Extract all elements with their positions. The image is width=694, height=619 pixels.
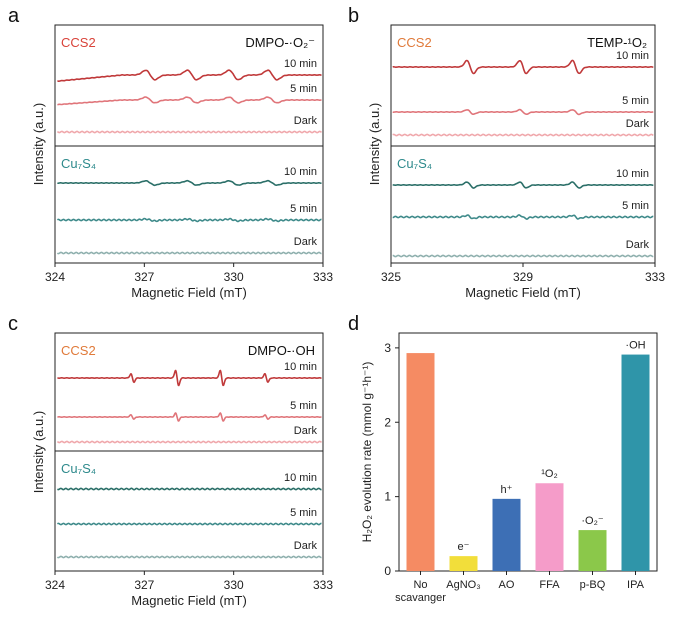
panel-a-trace-label: Dark (294, 236, 318, 248)
panel-d-category-label: No (413, 579, 427, 591)
panel-c-group-name: Cu₇S₄ (61, 461, 96, 476)
panel-d-category-label: scavanger (395, 592, 446, 604)
panel-c-trace-label: 5 min (290, 507, 317, 519)
panel-c-trace-label: 5 min (290, 400, 317, 412)
panel-a-group-name: Cu₇S₄ (61, 156, 96, 171)
panel-a-trace (56, 130, 322, 134)
panel-b-trace (392, 214, 654, 220)
panel-c-xlabel: Magnetic Field (mT) (131, 593, 247, 608)
panel-d-category-label: AO (499, 579, 515, 591)
panel-b-trace (392, 108, 654, 116)
panel-d-frame (398, 332, 658, 572)
panel-b-trace (392, 133, 654, 137)
panel-b-trace-label: 10 min (616, 50, 649, 62)
panel-d-bar (406, 353, 435, 571)
panel-a-xtick-label: 333 (313, 270, 333, 284)
panel-c-probe-label: DMPO-·OH (248, 343, 315, 358)
panel-d-bar-label: ·O₂⁻ (581, 515, 603, 527)
panel-letter-c: c (8, 313, 18, 335)
panel-a-xtick-label: 330 (224, 270, 244, 284)
panel-c-trace (57, 412, 322, 422)
panel-c-xtick-label: 324 (45, 578, 65, 592)
panel-d-bar-label: e⁻ (458, 541, 470, 553)
panel-c-trace (57, 369, 322, 387)
panel-c-trace-label: 10 min (284, 472, 317, 484)
panel-b-trace (392, 59, 654, 75)
panel-a-trace (56, 251, 322, 255)
panel-d-ylabel: H₂O₂ evolution rate (mmol g⁻¹h⁻¹) (360, 362, 374, 543)
panel-a-xtick-label: 327 (134, 270, 154, 284)
panel-b-probe-label: TEMP-¹O₂ (587, 35, 647, 50)
panel-c-trace (56, 440, 322, 444)
panel-a-trace-label: 5 min (290, 203, 317, 215)
panel-a-trace-label: 5 min (290, 83, 317, 95)
panel-d-ytick-label: 0 (384, 564, 391, 578)
panel-b-trace-label: Dark (626, 118, 650, 130)
panel-a-trace-label: 10 min (284, 166, 317, 178)
panel-c-xtick-label: 333 (313, 578, 333, 592)
panel-d-bar (578, 530, 607, 571)
panel-a-trace (57, 96, 322, 106)
panel-c-group-name: CCS2 (61, 343, 96, 358)
panel-a-trace-label: Dark (294, 115, 318, 127)
panel-b-trace-label: Dark (626, 239, 650, 251)
panel-d-category-label: p-BQ (580, 579, 606, 591)
panel-d-bar-label: ·OH (625, 340, 645, 352)
panel-b-trace (392, 254, 654, 258)
panel-d-category-label: FFA (539, 579, 560, 591)
panel-c-trace-label: 10 min (284, 361, 317, 373)
panel-c-trace (56, 555, 322, 559)
panel-c-trace-label: Dark (294, 540, 318, 552)
panel-a-ylabel: Intensity (a.u.) (31, 103, 46, 185)
panel-a-trace (56, 217, 322, 223)
panel-d-category-label: AgNO₃ (446, 579, 480, 591)
panel-b-xtick-label: 333 (645, 270, 665, 284)
panel-d-category-label: IPA (627, 579, 645, 591)
panel-a-trace-label: 10 min (284, 58, 317, 70)
panel-letter-a: a (8, 5, 20, 27)
panel-c-xtick-label: 330 (224, 578, 244, 592)
panel-a-xtick-label: 324 (45, 270, 65, 284)
panel-letter-d: d (348, 313, 359, 335)
panel-d-bar-label: h⁺ (501, 484, 513, 496)
panel-a-probe-label: DMPO-·O₂⁻ (245, 35, 315, 50)
panel-d-bar (449, 556, 478, 571)
panel-letter-b: b (348, 5, 359, 27)
panel-b-trace-label: 5 min (622, 95, 649, 107)
panel-a-frame (54, 24, 324, 264)
panel-a-xlabel: Magnetic Field (mT) (131, 285, 247, 300)
panel-b-group-name: Cu₇S₄ (397, 156, 432, 171)
panel-b-xlabel: Magnetic Field (mT) (465, 285, 581, 300)
panel-c-frame (54, 332, 324, 572)
panel-a-trace (57, 179, 322, 187)
panel-d-ytick-label: 1 (384, 490, 391, 504)
panel-c-ylabel: Intensity (a.u.) (31, 411, 46, 493)
panel-d-ytick-label: 2 (384, 415, 391, 429)
panel-c-trace (57, 487, 322, 491)
panel-b-xtick-label: 325 (381, 270, 401, 284)
panel-d-ytick-label: 3 (384, 341, 391, 355)
panel-d-bar (621, 354, 650, 571)
panel-c-trace (56, 522, 322, 526)
panel-b-trace (392, 181, 654, 189)
panel-b-trace-label: 10 min (616, 168, 649, 180)
panel-b-ylabel: Intensity (a.u.) (367, 103, 382, 185)
panel-d-bar (535, 483, 564, 571)
panel-d-bar-label: ¹O₂ (541, 468, 558, 480)
panel-b-trace-label: 5 min (622, 200, 649, 212)
panel-a-trace (57, 69, 322, 82)
panel-b-xtick-label: 329 (513, 270, 533, 284)
panel-b-group-name: CCS2 (397, 35, 432, 50)
panel-d-bar (492, 498, 521, 571)
panel-a-group-name: CCS2 (61, 35, 96, 50)
panel-c-xtick-label: 327 (134, 578, 154, 592)
panel-c-trace-label: Dark (294, 425, 318, 437)
